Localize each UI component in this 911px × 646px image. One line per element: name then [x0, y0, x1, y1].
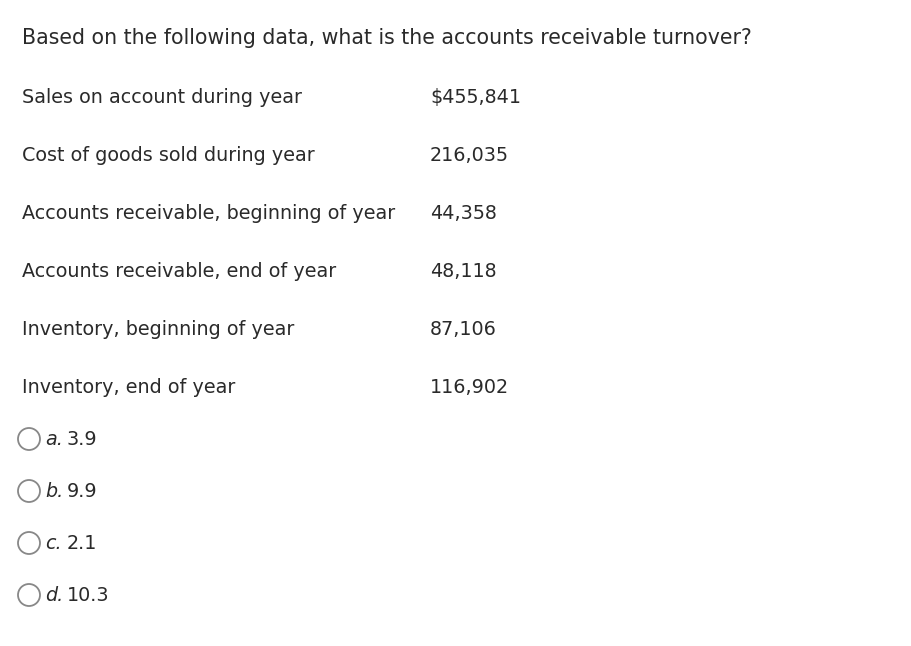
Text: d.: d.: [45, 586, 63, 605]
Text: b.: b.: [45, 482, 63, 501]
Text: Based on the following data, what is the accounts receivable turnover?: Based on the following data, what is the…: [22, 28, 751, 48]
Text: Inventory, end of year: Inventory, end of year: [22, 378, 235, 397]
Text: a.: a.: [45, 430, 63, 449]
Text: 216,035: 216,035: [429, 146, 508, 165]
Text: 2.1: 2.1: [67, 534, 97, 553]
Text: Inventory, beginning of year: Inventory, beginning of year: [22, 320, 294, 339]
Text: Accounts receivable, end of year: Accounts receivable, end of year: [22, 262, 336, 281]
Text: 44,358: 44,358: [429, 204, 496, 223]
Text: 116,902: 116,902: [429, 378, 508, 397]
Text: Accounts receivable, beginning of year: Accounts receivable, beginning of year: [22, 204, 394, 223]
Text: Sales on account during year: Sales on account during year: [22, 88, 302, 107]
Text: c.: c.: [45, 534, 62, 553]
Text: 87,106: 87,106: [429, 320, 496, 339]
Text: Cost of goods sold during year: Cost of goods sold during year: [22, 146, 314, 165]
Text: 9.9: 9.9: [67, 482, 97, 501]
Text: 3.9: 3.9: [67, 430, 97, 449]
Text: $455,841: $455,841: [429, 88, 520, 107]
Text: 48,118: 48,118: [429, 262, 496, 281]
Text: 10.3: 10.3: [67, 586, 109, 605]
